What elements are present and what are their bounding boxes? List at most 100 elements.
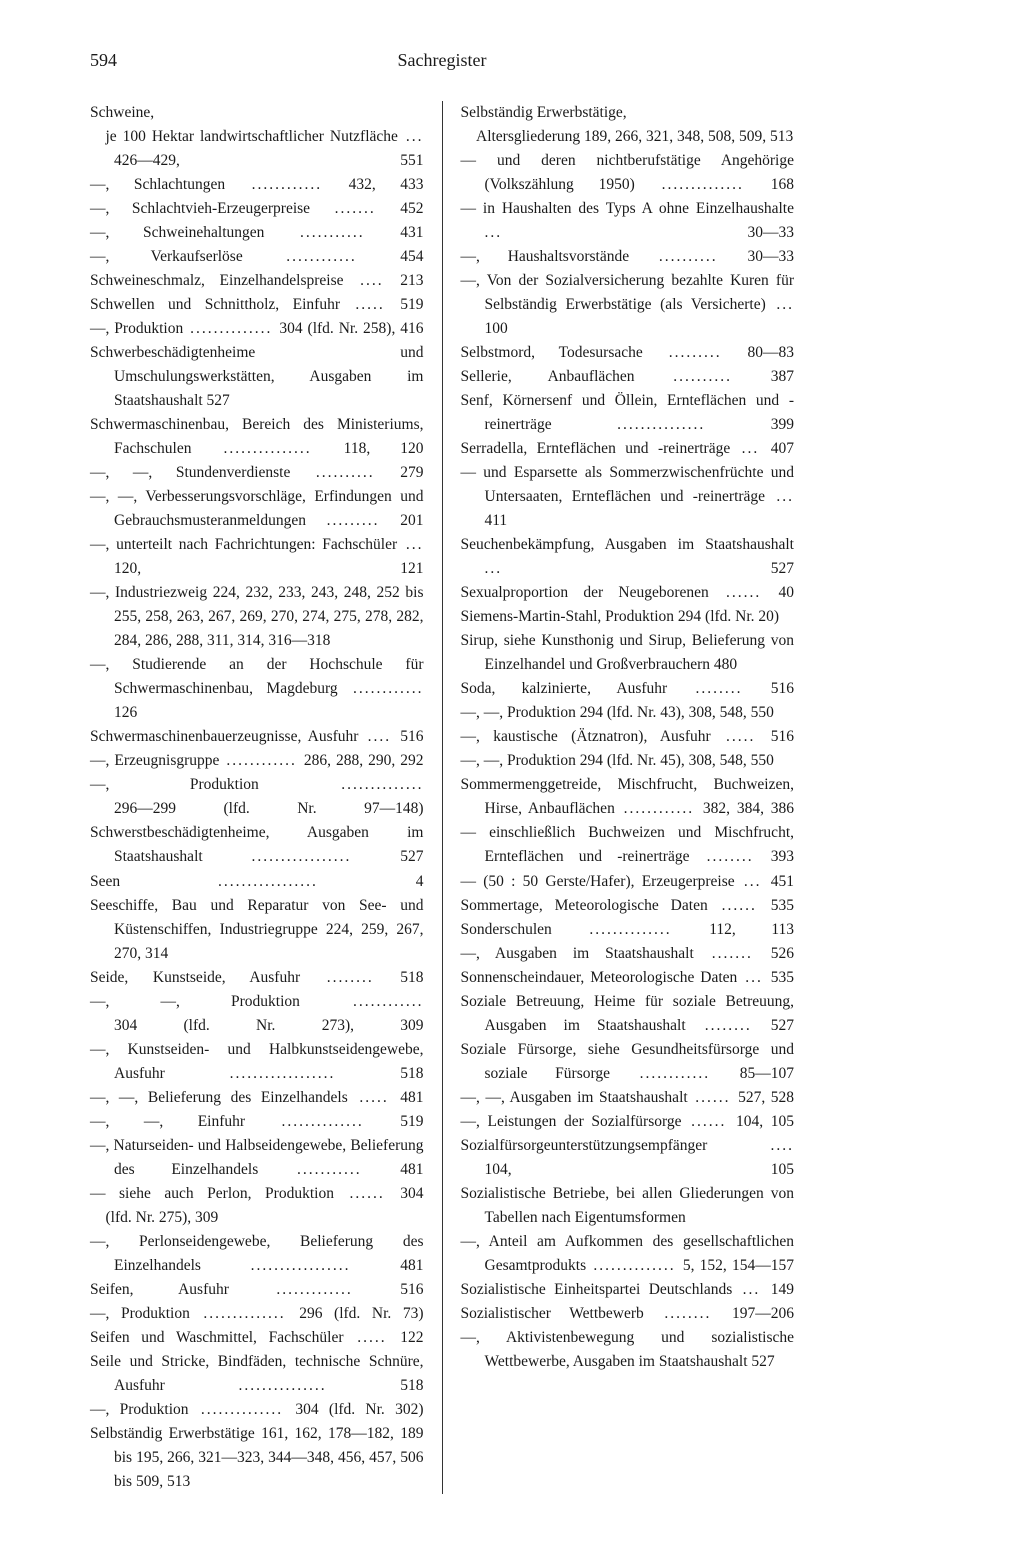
entry-text: Serradella, Ernteflächen und -reinerträg… [461,440,731,457]
index-entry: — und deren nichtberufstätige Angehörige… [461,149,795,197]
index-entry: Sommermenggetreide, Mischfrucht, Buchwei… [461,773,795,821]
entry-pages: 516 [400,1281,423,1298]
dot-leader: ............... [552,416,771,433]
index-entry: —, —, Belieferung des Einzelhandels ....… [90,1086,424,1110]
index-entry: Seen ................. 4 [90,870,424,894]
entry-text: Seifen und Waschmittel, Fachschüler [90,1329,344,1346]
entry-pages: 104, 105 [485,1161,795,1178]
dot-leader: ...... [682,1113,737,1130]
dot-leader: ... [485,560,771,577]
dot-leader: ..... [344,1329,401,1346]
dot-leader: ............. [229,1281,400,1298]
index-entry: —, Studierende an der Hochschule für Sch… [90,653,424,725]
entry-text: — und Esparsette als Sommerzwischenfrüch… [461,464,795,505]
index-entry: —, Haushaltsvorstände .......... 30—33 [461,245,795,269]
dot-leader: ............... [191,440,343,457]
entry-text: —, Schlachtvieh-Erzeugerpreise [90,200,310,217]
entry-text: Selbstmord, Todesursache [461,344,643,361]
entry-pages: 40 [779,584,795,601]
index-entry: —, —, Produktion 294 (lfd. Nr. 43), 308,… [461,701,795,725]
entry-pages: 535 [771,969,794,986]
entry-pages: 304 [400,1185,423,1202]
dot-leader: .... [344,272,401,289]
entry-pages: 5, 152, 154—157 [683,1257,794,1274]
index-entry: Seeschiffe, Bau und Reparatur von See- u… [90,894,424,966]
index-entry: Schweine, [90,101,424,125]
index-entry: Schwerbeschädigtenheime und Umschulungsw… [90,341,424,413]
dot-leader: .......... [629,248,747,265]
dot-leader: ....... [310,200,400,217]
index-entry: —, Schlachtvieh-Erzeugerpreise ....... 4… [90,197,424,221]
entry-pages: 387 [771,368,794,385]
index-entry: Sonderschulen .............. 112, 113 [461,918,795,942]
index-entry: —, Ausgaben im Staatshaushalt ....... 52… [461,942,795,966]
entry-pages: 279 [400,464,423,481]
dot-leader: ..... [711,728,771,745]
entry-text: — siehe auch Perlon, Produktion [90,1185,334,1202]
dot-leader: ............ [300,993,424,1010]
entry-text: —, —, Ausgaben im Staatshaushalt [461,1089,688,1106]
entry-pages: 454 [400,248,423,265]
entry-pages: 80—83 [748,344,795,361]
entry-pages: 168 [771,176,794,193]
dot-leader: ............ [610,1065,740,1082]
index-entry: Senf, Körnersenf und Öllein, Erntefläche… [461,389,795,437]
entry-text: —, —, Produktion [90,993,300,1010]
dot-leader: .... [707,1137,794,1154]
entry-pages: 4 [416,873,424,890]
entry-pages: 518 [400,1065,423,1082]
dot-leader: ..... [340,296,400,313]
index-entry: Soziale Betreuung, Heime für soziale Bet… [461,990,795,1038]
index-entry: —, Aktivistenbewegung und sozialistische… [461,1326,795,1374]
entry-pages: 527 [771,560,794,577]
entry-text: Seifen, Ausfuhr [90,1281,229,1298]
entry-text: Sozialistische Einheitspartei Deutschlan… [461,1281,733,1298]
dot-leader: ........ [689,848,770,865]
index-entry: Sozialistischer Wettbewerb ........ 197—… [461,1302,795,1326]
dot-leader: ........ [686,1017,771,1034]
entry-text: Sonnenscheindauer, Meteorologische Daten [461,969,738,986]
index-entry: Selbständig Erwerbstätige, [461,101,795,125]
index-entry: —, Produktion .............. 296—299 (lf… [90,773,424,821]
index-entry: —, Schweinehaltungen ........... 431 [90,221,424,245]
index-entry: —, Produktion .............. 304 (lfd. N… [90,1398,424,1422]
dot-leader: ...... [709,584,779,601]
dot-leader: ... [485,224,748,241]
entry-pages: 519 [400,296,423,313]
entry-pages: 481 [400,1257,423,1274]
dot-leader: .............. [245,1113,400,1130]
entry-pages: 518 [400,969,423,986]
index-entry: Schwellen und Schnittholz, Einfuhr .....… [90,293,424,317]
index-entry: Sozialistische Betriebe, bei allen Glied… [461,1182,795,1230]
entry-text: Schwellen und Schnittholz, Einfuhr [90,296,340,313]
index-entry: Schwermaschinenbauerzeugnisse, Ausfuhr .… [90,725,424,749]
entry-pages: 112, 113 [709,921,794,938]
entry-text: —, Ausgaben im Staatshaushalt [461,945,694,962]
entry-pages: 432, 433 [349,176,424,193]
entry-text: —, Produktion [90,320,183,337]
index-entry: Seide, Kunstseide, Ausfuhr ........ 518 [90,966,424,990]
entry-text: —, Produktion [90,776,259,793]
entry-pages: 451 [771,873,794,890]
index-entry: Sozialistische Einheitspartei Deutschlan… [461,1278,795,1302]
dot-leader: ..... [348,1089,401,1106]
entry-text: —, Haushaltsvorstände [461,248,630,265]
index-entry: —, Leistungen der Sozialfürsorge ...... … [461,1110,795,1134]
dot-leader: ........ [300,969,400,986]
entry-text: —, —, Stundenverdienste [90,464,290,481]
dot-leader: .............. [259,776,424,793]
entry-pages: 399 [771,416,794,433]
dot-leader: ... [397,536,423,553]
entry-text: Soda, kalzinierte, Ausfuhr [461,680,668,697]
entry-pages: 516 [771,680,794,697]
entry-pages: 393 [771,848,794,865]
entry-pages: 85—107 [740,1065,794,1082]
index-entry: Soziale Fürsorge, siehe Gesundheitsfürso… [461,1038,795,1086]
dot-leader: ... [398,128,424,145]
index-entry: —, Industriezweig 224, 232, 233, 243, 24… [90,581,424,653]
index-entry: —, —, Stundenverdienste .......... 279 [90,461,424,485]
entry-text: Schweineschmalz, Einzelhandelspreise [90,272,344,289]
dot-leader: ... [765,488,794,505]
dot-leader: .............. [552,921,709,938]
entry-pages: 100 [485,320,508,337]
